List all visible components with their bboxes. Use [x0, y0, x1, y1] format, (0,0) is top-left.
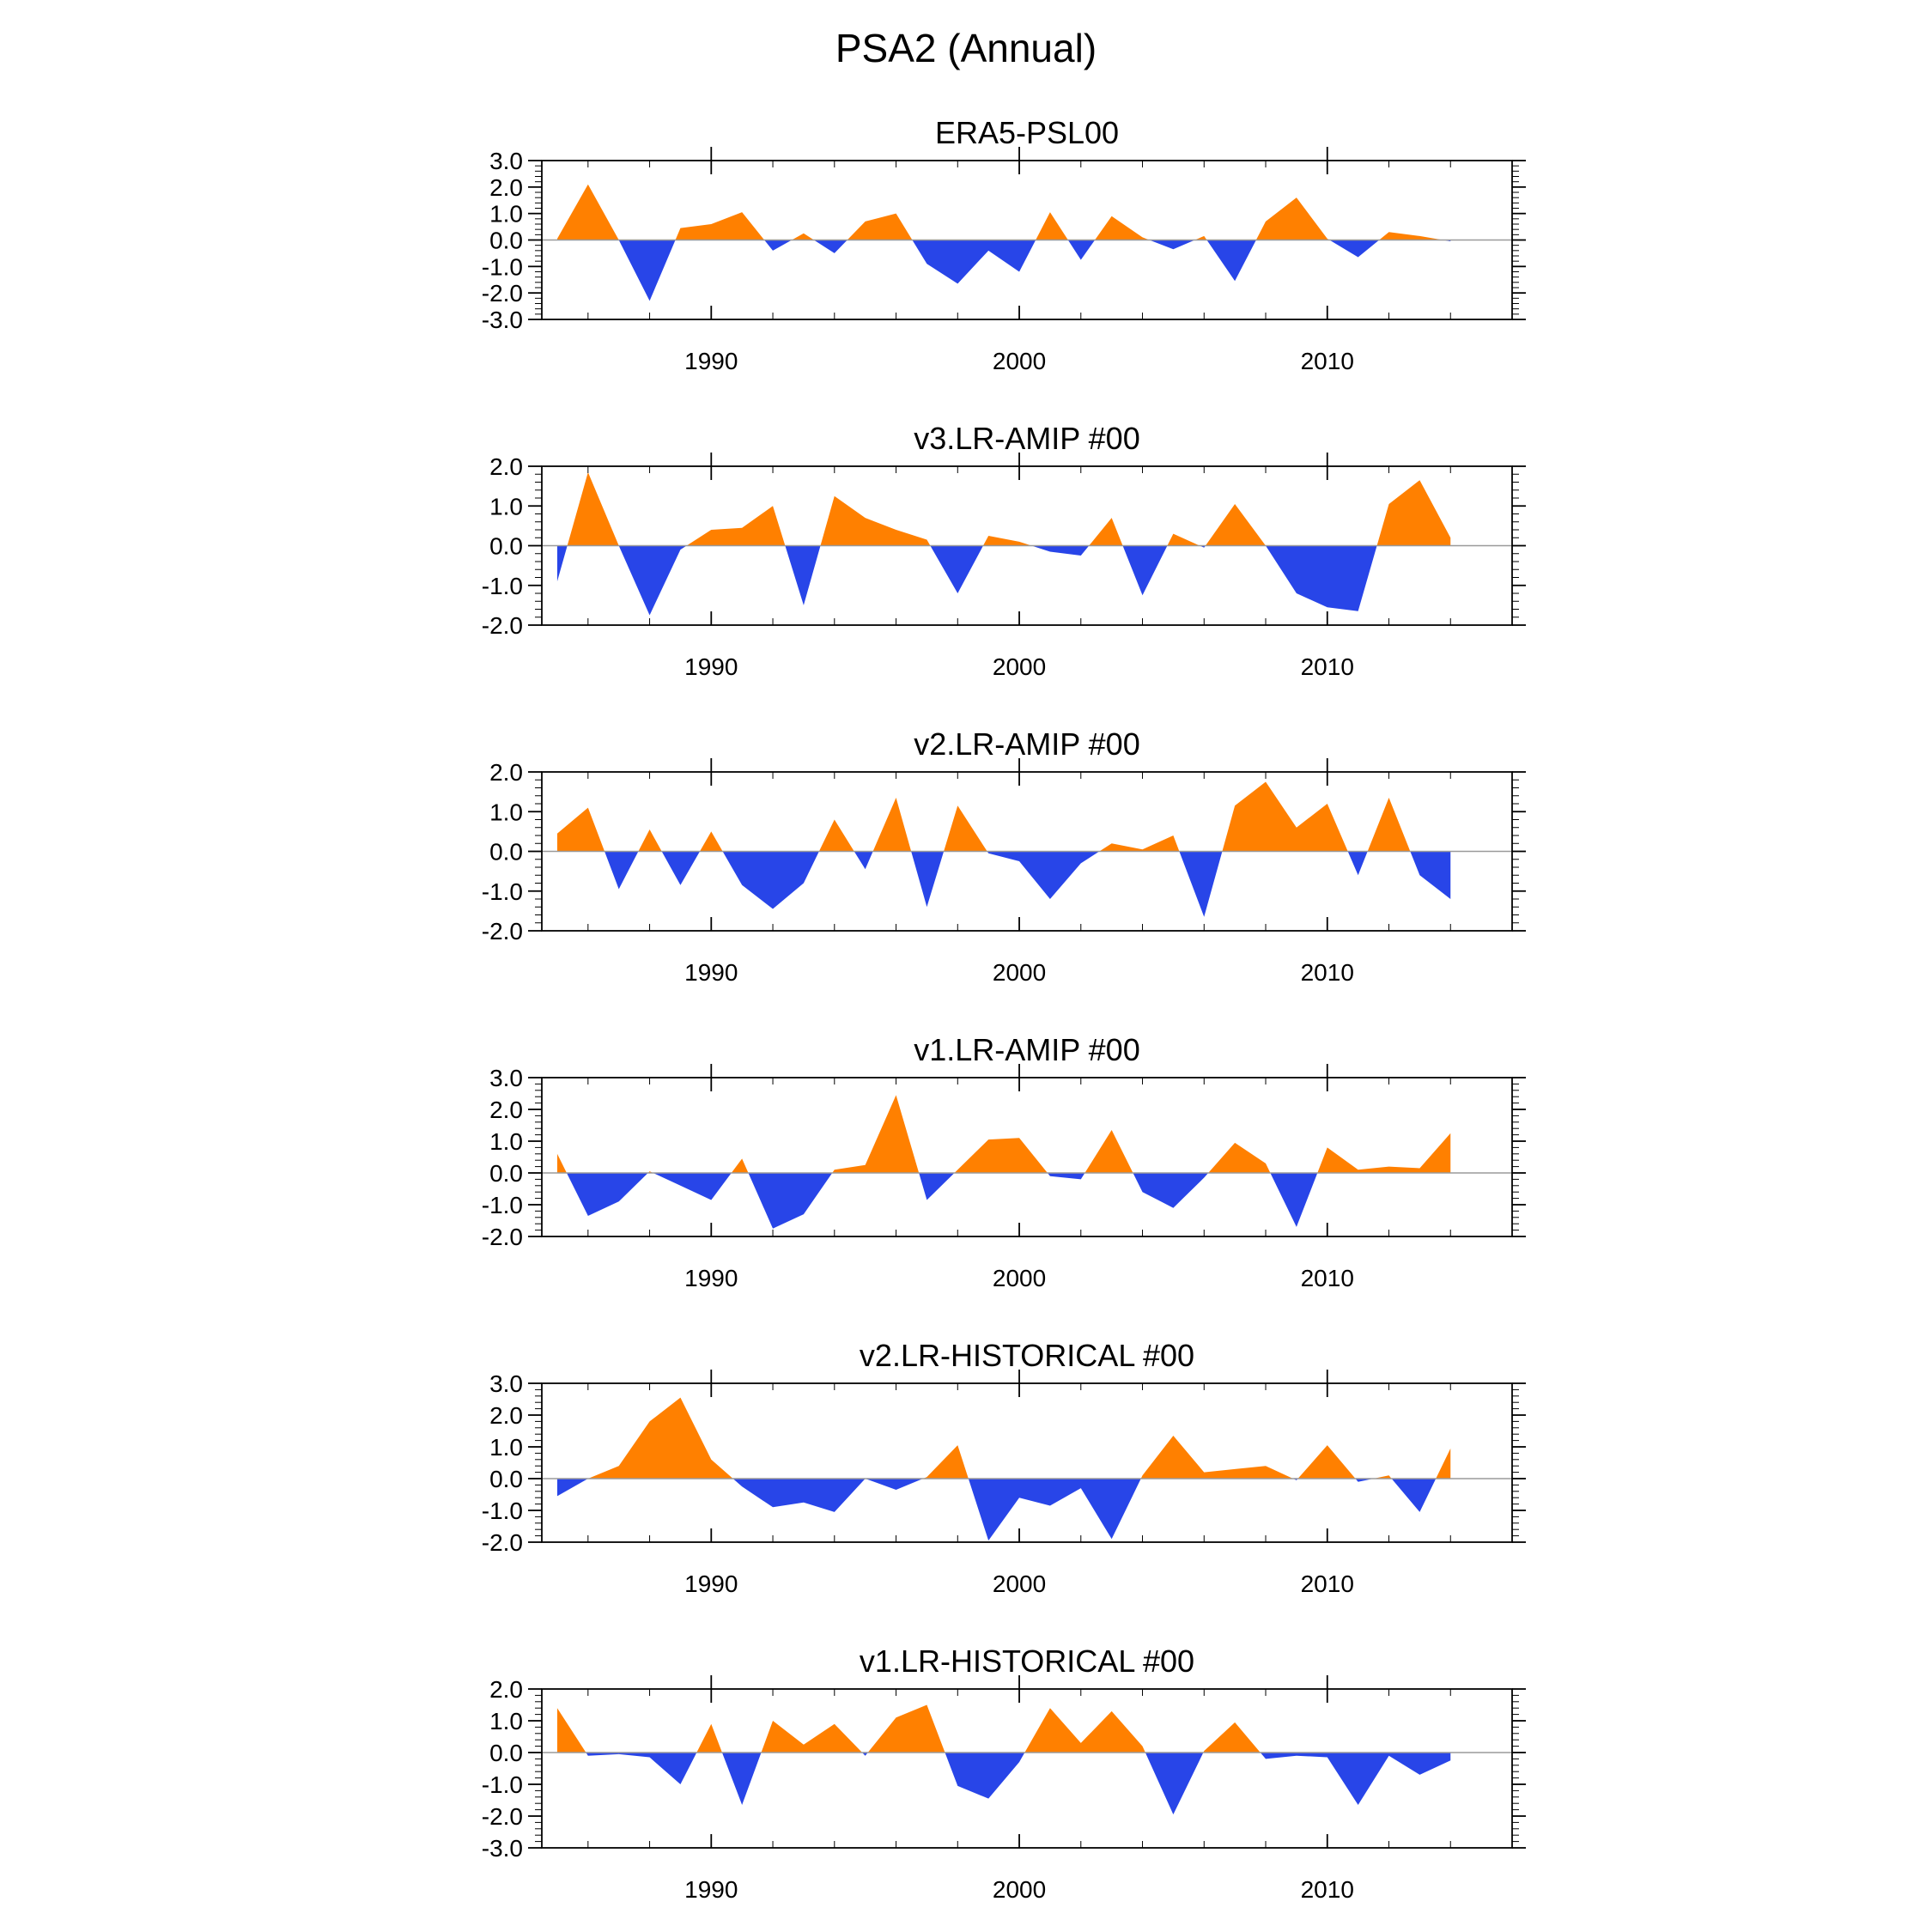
panel-title: v1.LR-HISTORICAL #00 [860, 1643, 1194, 1679]
x-tick-label: 1990 [684, 653, 738, 680]
positive-area [556, 1397, 1451, 1479]
x-tick-label: 2010 [1301, 1876, 1354, 1903]
y-tick-label: -2.0 [482, 1224, 523, 1250]
figure-title: PSA2 (Annual) [835, 26, 1097, 70]
y-tick-label: 2.0 [489, 1402, 523, 1429]
x-tick-label: 2010 [1301, 348, 1354, 374]
x-tick-label: 2010 [1301, 653, 1354, 680]
negative-area [556, 545, 1451, 616]
x-tick-label: 2000 [993, 348, 1046, 374]
y-tick-label: 1.0 [489, 201, 523, 228]
y-tick-label: 2.0 [489, 1676, 523, 1703]
y-tick-label: 1.0 [489, 1708, 523, 1735]
y-tick-label: 1.0 [489, 1128, 523, 1155]
panel-title: v2.LR-AMIP #00 [914, 726, 1139, 762]
x-tick-label: 2000 [993, 1265, 1046, 1291]
panel-2: v3.LR-AMIP #00 2.0 1.0 0.0 -1.0 -2.0 1990 2000 2… [482, 421, 1526, 680]
x-tick-label: 1990 [684, 1876, 738, 1903]
plot-frame [541, 1688, 1513, 1849]
plot-frame [541, 1382, 1513, 1543]
x-tick-label: 2010 [1301, 1571, 1354, 1597]
y-tick-label: -2.0 [482, 1529, 523, 1556]
x-tick-label: 1990 [684, 348, 738, 374]
y-tick-label: -1.0 [482, 1498, 523, 1524]
x-tick-label: 1990 [684, 1571, 738, 1597]
positive-area [556, 471, 1451, 546]
panel-5: v2.LR-HISTORICAL #00 3.0 2.0 1.0 0.0 -1.0 -2.0… [482, 1338, 1526, 1597]
x-tick-label: 1990 [684, 959, 738, 986]
y-tick-label: 0.0 [489, 1466, 523, 1492]
panel-6: v1.LR-HISTORICAL #00 2.0 1.0 0.0 -1.0 -2.0 -3.… [482, 1643, 1526, 1903]
x-tick-label: 1990 [684, 1265, 738, 1291]
y-tick-label: 0.0 [489, 1160, 523, 1187]
negative-area [556, 1173, 1451, 1229]
y-tick-label: 2.0 [489, 1097, 523, 1123]
panel-3: v2.LR-AMIP #00 2.0 1.0 0.0 -1.0 -2.0 1990 2000 2… [482, 726, 1526, 986]
y-tick-label: 0.0 [489, 533, 523, 560]
negative-area [556, 1479, 1451, 1541]
positive-area [556, 1095, 1451, 1173]
y-tick-label: 1.0 [489, 493, 523, 519]
panel-4: v1.LR-AMIP #00 3.0 2.0 1.0 0.0 -1.0 -2.0 1990 20… [482, 1032, 1526, 1291]
panel-title: v2.LR-HISTORICAL #00 [860, 1338, 1194, 1373]
panel-1: ERA5-PSL00 3.02.01.00.0-1.0-2.0-3.0 1990 20… [482, 115, 1526, 374]
plot-frame [541, 1077, 1513, 1237]
y-tick-label: -1.0 [482, 573, 523, 599]
y-tick-label: 2.0 [489, 174, 523, 201]
x-tick-label: 2000 [993, 1876, 1046, 1903]
y-tick-label: -1.0 [482, 878, 523, 905]
panel-title: v1.LR-AMIP #00 [914, 1032, 1139, 1067]
y-tick-label: -1.0 [482, 1192, 523, 1218]
x-tick-label: 2000 [993, 1571, 1046, 1597]
y-tick-label: 2.0 [489, 759, 523, 786]
x-tick-label: 2010 [1301, 959, 1354, 986]
panel-title: v3.LR-AMIP #00 [914, 421, 1139, 456]
y-tick-label: 2.0 [489, 453, 523, 480]
y-tick-label: -3.0 [482, 1835, 523, 1862]
y-tick-label: 0.0 [489, 839, 523, 866]
positive-area [556, 781, 1451, 852]
positive-area [556, 184, 1451, 240]
y-tick-label: 1.0 [489, 799, 523, 825]
y-tick-label: -1.0 [482, 253, 523, 280]
y-tick-label: -1.0 [482, 1771, 523, 1798]
y-tick-label: -2.0 [482, 918, 523, 945]
y-tick-label: 0.0 [489, 228, 523, 254]
panel-title: ERA5-PSL00 [935, 115, 1119, 150]
y-tick-label: -3.0 [482, 307, 523, 333]
negative-area [556, 851, 1451, 917]
x-tick-label: 2000 [993, 959, 1046, 986]
y-tick-label: 0.0 [489, 1740, 523, 1766]
y-tick-label: -2.0 [482, 280, 523, 307]
x-tick-label: 2000 [993, 653, 1046, 680]
y-tick-label: 1.0 [489, 1434, 523, 1461]
negative-area [556, 240, 1451, 301]
x-tick-label: 2010 [1301, 1265, 1354, 1291]
y-tick-label: 3.0 [489, 148, 523, 174]
positive-area [556, 1704, 1451, 1753]
y-tick-label: -2.0 [482, 1803, 523, 1830]
y-tick-label: 3.0 [489, 1065, 523, 1091]
y-tick-label: 3.0 [489, 1370, 523, 1397]
y-tick-label: -2.0 [482, 612, 523, 639]
negative-area [556, 1753, 1451, 1815]
